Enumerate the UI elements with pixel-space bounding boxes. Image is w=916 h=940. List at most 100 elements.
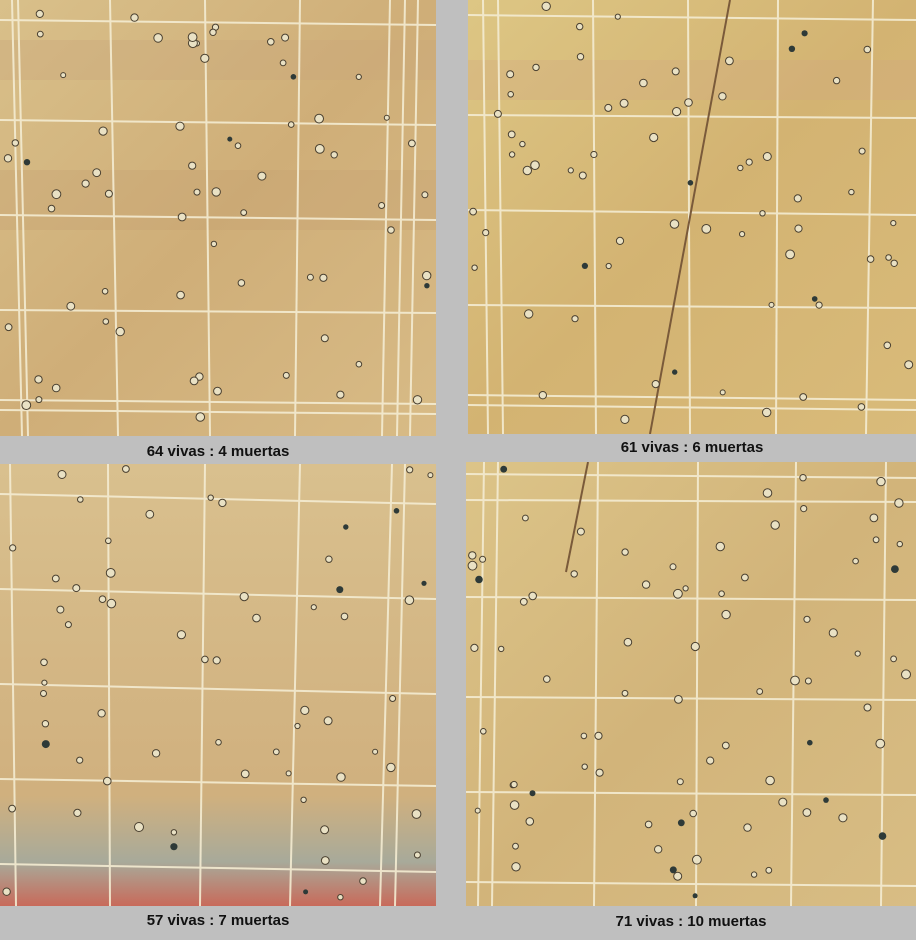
live-cell	[522, 165, 532, 176]
live-cell	[621, 689, 629, 697]
live-cell	[718, 92, 727, 101]
live-cell	[252, 613, 261, 623]
live-cell	[104, 189, 113, 198]
live-cell	[8, 804, 17, 813]
dead-cell	[788, 45, 796, 52]
dead-cell	[23, 159, 31, 166]
live-cell	[51, 383, 61, 393]
live-cell	[387, 226, 395, 234]
live-cell	[92, 168, 102, 178]
live-cell	[413, 851, 421, 859]
live-cell	[800, 505, 808, 513]
live-cell	[890, 259, 898, 267]
live-cell	[115, 326, 125, 337]
live-cell	[300, 796, 307, 803]
live-cell	[35, 9, 44, 18]
live-cell	[762, 488, 773, 498]
live-cell	[673, 871, 683, 881]
live-cell	[176, 290, 185, 300]
live-cell	[320, 856, 330, 865]
dead-cell	[878, 832, 887, 840]
live-cell	[193, 188, 201, 196]
live-cell	[386, 762, 396, 773]
live-cell	[858, 147, 866, 155]
live-cell	[207, 494, 214, 501]
live-cell	[673, 588, 683, 599]
micrograph-image	[0, 464, 436, 906]
live-cell	[690, 641, 700, 652]
live-cell	[872, 536, 880, 544]
micrograph-image	[0, 0, 436, 436]
live-cell	[689, 809, 697, 818]
live-cell	[701, 224, 712, 234]
live-cell	[412, 395, 423, 405]
dead-cell	[336, 586, 344, 594]
live-cell	[567, 167, 574, 174]
live-cell	[210, 240, 218, 248]
live-cell	[188, 161, 197, 170]
micrograph-image	[468, 0, 916, 434]
panel-caption-bottom-left: 57 vivas : 7 muertas	[146, 912, 290, 929]
live-cell	[482, 229, 490, 237]
live-cell	[692, 854, 702, 865]
live-cell	[644, 820, 653, 829]
live-cell	[623, 637, 633, 647]
live-cell	[406, 466, 414, 474]
live-cell	[857, 403, 866, 411]
live-cell	[51, 574, 60, 583]
live-cell	[325, 555, 333, 563]
dead-cell	[823, 797, 829, 803]
live-cell	[739, 231, 746, 238]
live-cell	[669, 563, 677, 571]
live-cell	[571, 315, 579, 323]
live-cell	[195, 412, 206, 422]
micrograph-image	[466, 462, 916, 906]
live-cell	[576, 22, 584, 31]
live-cell	[237, 279, 246, 287]
live-cell	[576, 53, 585, 61]
live-cell	[314, 113, 325, 124]
dead-cell	[170, 843, 178, 851]
live-cell	[904, 360, 914, 370]
live-cell	[863, 45, 872, 54]
live-cell	[854, 650, 861, 657]
panel-caption-bottom-right: 71 vivas : 10 muertas	[615, 913, 767, 930]
dead-cell	[303, 889, 309, 895]
live-cell	[372, 748, 379, 755]
live-cell	[300, 705, 310, 715]
panel-caption-top-left: 64 vivas : 4 muertas	[146, 443, 290, 460]
dead-cell	[672, 369, 678, 375]
dead-cell	[500, 465, 508, 473]
live-cell	[799, 393, 808, 401]
live-cell	[122, 465, 130, 473]
live-cell	[285, 770, 292, 777]
live-cell	[852, 557, 859, 565]
live-cell	[47, 204, 56, 213]
live-cell	[267, 38, 275, 46]
live-cell	[578, 171, 587, 180]
live-cell	[408, 139, 416, 148]
panel-caption-top-right: 61 vivas : 6 muertas	[620, 439, 764, 456]
live-cell	[294, 722, 301, 730]
dead-cell	[677, 819, 685, 827]
live-cell	[479, 555, 487, 563]
live-cell	[234, 142, 242, 149]
live-cell	[73, 808, 82, 817]
live-cell	[615, 236, 625, 245]
live-cell	[40, 658, 48, 667]
live-cell	[649, 132, 659, 143]
live-cell	[336, 390, 345, 399]
live-cell	[866, 255, 875, 263]
live-cell	[790, 675, 800, 686]
live-cell	[641, 580, 651, 589]
live-cell	[890, 220, 897, 227]
live-cell	[721, 741, 730, 750]
live-cell	[41, 720, 50, 728]
live-cell	[469, 207, 477, 216]
live-cell	[506, 70, 515, 79]
live-cell	[422, 270, 432, 281]
live-cell	[404, 595, 415, 605]
live-cell	[793, 194, 802, 203]
live-cell	[804, 677, 812, 685]
live-cell	[378, 202, 386, 209]
